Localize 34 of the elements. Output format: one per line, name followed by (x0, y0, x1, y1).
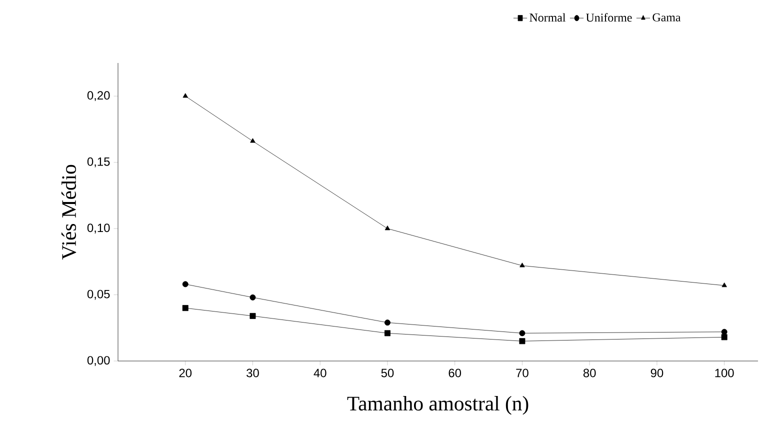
point (250, 312, 256, 319)
point (520, 262, 525, 268)
legend-label: Normal (530, 13, 566, 22)
x-tick-label: 60 (448, 368, 462, 378)
point (519, 330, 526, 336)
point (250, 294, 256, 300)
x-axis-title: Tamanho amostral (n) (347, 396, 528, 415)
x-tick-label: 30 (246, 368, 259, 378)
point (250, 138, 256, 143)
point (722, 282, 727, 288)
point (721, 328, 728, 335)
y-tick-label: 0,15 (87, 157, 110, 168)
legend-label: Gama (652, 13, 681, 22)
y-tick-label: 0,00 (87, 356, 110, 366)
x-tick-label: 20 (179, 368, 192, 378)
point (519, 338, 526, 344)
legend-label: Uniforme (586, 13, 632, 22)
y-axis-title: Viés Médio (61, 164, 76, 260)
x-tick-label: 70 (516, 368, 528, 378)
point (182, 281, 188, 288)
x-tick-label: 40 (314, 368, 326, 378)
y-tick-label: 0,05 (87, 290, 110, 300)
point (384, 330, 390, 336)
x-tick-label: 80 (583, 368, 596, 378)
x-tick-label: 50 (381, 368, 394, 378)
x-tick-label: 90 (650, 368, 664, 378)
point (182, 93, 188, 98)
point (182, 305, 188, 312)
x-tick-label: 100 (715, 368, 734, 378)
point (384, 320, 390, 326)
y-tick-label: 0,20 (87, 91, 110, 102)
point (721, 334, 728, 340)
y-tick-label: 0,10 (87, 224, 110, 234)
point (384, 226, 390, 230)
